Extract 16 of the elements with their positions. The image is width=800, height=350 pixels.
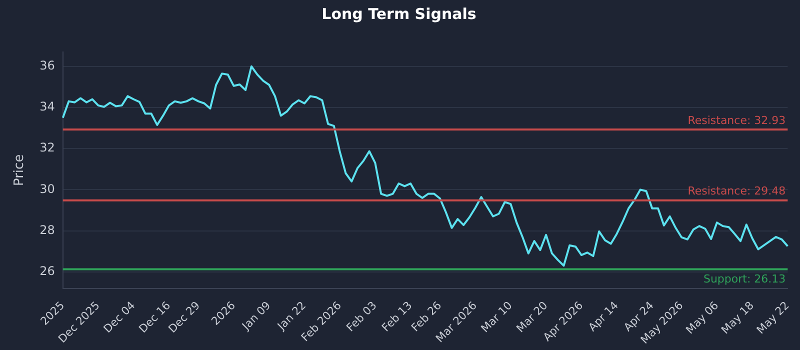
x-tick-label: Apr 14 [586, 298, 621, 334]
y-tick-label: 34 [40, 100, 55, 114]
x-tick-label: Feb 03 [344, 298, 380, 334]
ref-line-label: Resistance: 32.93 [688, 114, 786, 127]
ref-line-label: Resistance: 29.48 [688, 184, 786, 198]
y-tick-label: 28 [40, 222, 55, 237]
y-tick-label: 30 [40, 182, 55, 196]
ref-line-label: Support: 26.13 [703, 272, 786, 286]
chart-title: Long Term Signals [322, 4, 476, 23]
x-tick-label: Dec 04 [101, 298, 138, 336]
y-tick-label: 36 [40, 58, 55, 73]
y-tick-label: 26 [40, 264, 55, 278]
x-tick-label: Mar 10 [478, 298, 515, 336]
x-tick-label: Jan 09 [238, 298, 274, 334]
y-axis-title: Price [12, 154, 28, 186]
y-tick-label: 32 [40, 140, 55, 155]
